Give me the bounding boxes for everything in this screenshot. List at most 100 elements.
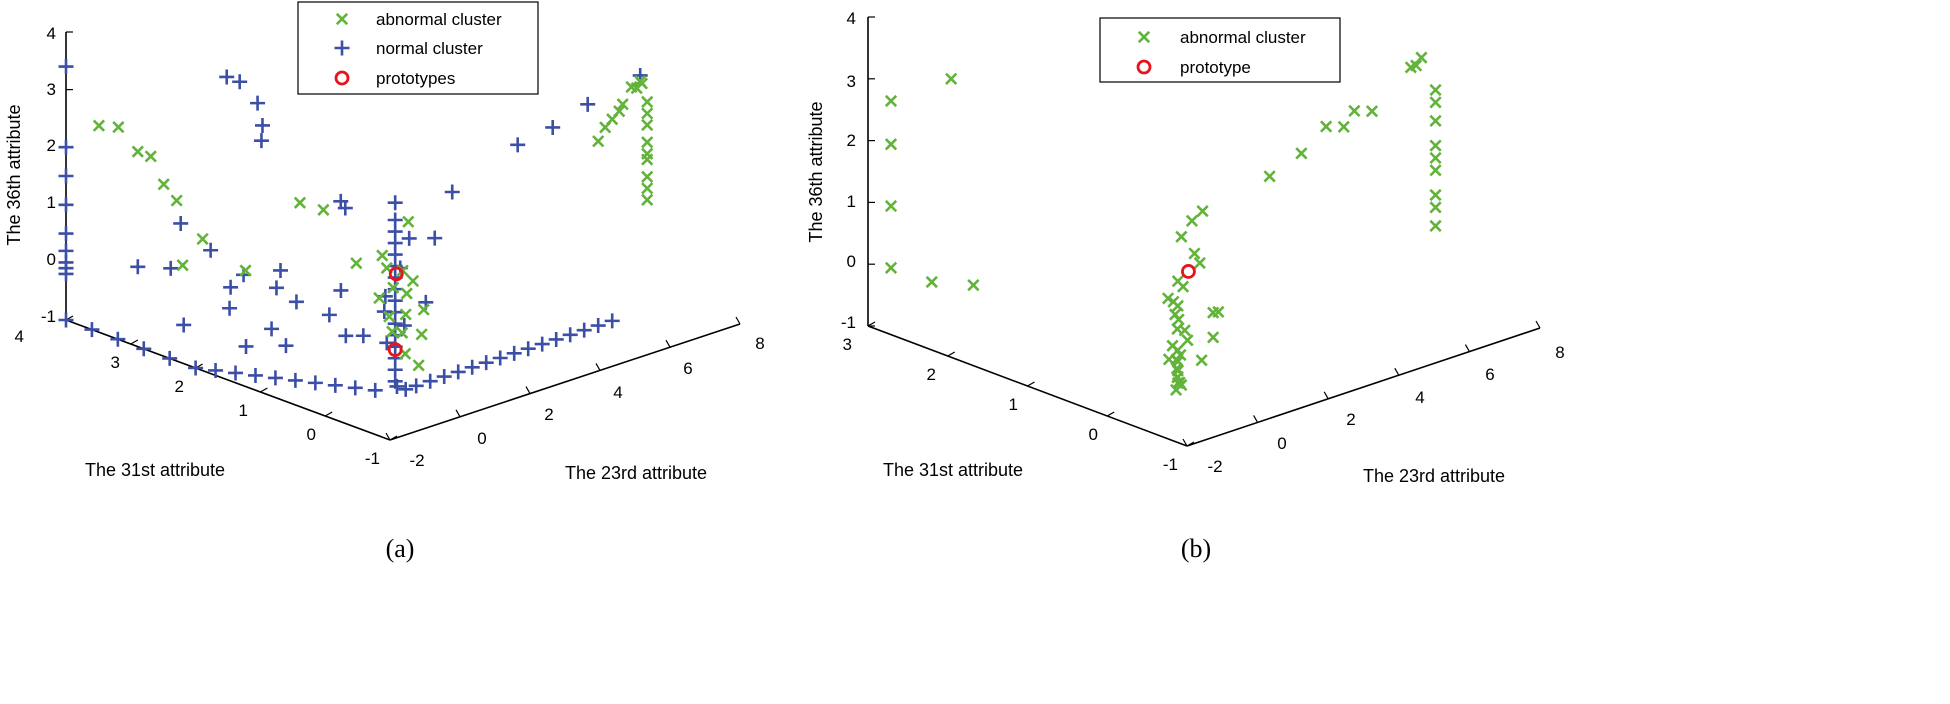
abnormal-point — [1319, 120, 1333, 133]
normal-point — [58, 59, 74, 75]
abnormal-point — [112, 121, 125, 134]
prototype-point — [388, 266, 404, 282]
normal-point — [130, 259, 146, 275]
y-tick — [1106, 411, 1115, 417]
abnormal-point — [884, 94, 898, 108]
normal-point — [389, 378, 405, 394]
abnormal-point — [641, 136, 654, 149]
legend-marker-prototype — [1136, 59, 1152, 75]
legend-marker-normal — [334, 40, 350, 56]
z-axis-title: The 36th attribute — [4, 104, 24, 245]
abnormal-point — [350, 257, 363, 270]
normal-point — [450, 364, 466, 380]
normal-point — [562, 327, 578, 343]
normal-point — [173, 215, 189, 231]
normal-point — [355, 328, 371, 344]
abnormal-point — [406, 274, 420, 288]
x-tick — [1535, 320, 1541, 329]
abnormal-point — [400, 287, 413, 300]
x-tick — [595, 363, 601, 371]
abnormal-point — [641, 107, 654, 120]
z-tick-label: 0 — [847, 252, 856, 271]
normal-point — [398, 381, 414, 397]
abnormal-point — [170, 194, 183, 207]
abnormal-point — [1429, 188, 1442, 202]
abnormal-point — [1263, 170, 1276, 183]
normal-point — [219, 69, 235, 85]
x-tick — [385, 432, 391, 441]
abnormal-point — [1161, 292, 1175, 305]
abnormal-point — [625, 80, 638, 94]
normal-point — [228, 365, 244, 381]
abnormal-point — [592, 135, 605, 148]
normal-point — [534, 336, 550, 352]
x-tick-label: 6 — [683, 359, 692, 378]
z-tick-label: -1 — [41, 307, 56, 326]
y-tick-label: 0 — [1089, 425, 1098, 444]
abnormal-point — [641, 95, 654, 109]
abnormal-point — [1169, 383, 1183, 397]
normal-point — [307, 375, 323, 391]
normal-point — [590, 318, 606, 334]
normal-point — [510, 137, 526, 153]
normal-point — [110, 331, 126, 347]
normal-point — [163, 260, 179, 276]
abnormal-point — [1429, 201, 1442, 214]
abnormal-point — [884, 199, 898, 213]
z-tick-label: 3 — [47, 80, 56, 99]
normal-point — [506, 345, 522, 361]
abnormal-point — [1188, 247, 1201, 260]
normal-point — [327, 377, 343, 393]
y-tick-label: -1 — [365, 449, 380, 468]
abnormal-point — [1168, 308, 1182, 321]
y-tick-label: 2 — [175, 377, 184, 396]
abnormal-point — [1365, 105, 1379, 118]
abnormal-point — [1176, 280, 1190, 293]
z-tick-label: -1 — [841, 313, 856, 332]
x-tick-label: 8 — [755, 334, 764, 353]
x-tick — [525, 386, 531, 394]
y-tick-label: 2 — [927, 365, 936, 384]
legend-marker-prototype — [334, 70, 350, 86]
normal-point — [58, 226, 74, 242]
abnormal-point — [1429, 139, 1442, 152]
legend-marker-abnormal — [335, 12, 349, 26]
normal-point — [203, 242, 219, 258]
x-tick — [455, 409, 461, 418]
abnormal-point — [616, 98, 629, 111]
x-tick-label: 4 — [613, 383, 622, 402]
y-tick — [947, 351, 956, 357]
abnormal-point — [1162, 353, 1176, 366]
normal-point — [247, 367, 263, 383]
abnormal-point — [1337, 120, 1350, 133]
legend-label-prototypes: prototypes — [376, 69, 455, 88]
normal-point — [387, 195, 403, 211]
abnormal-point — [417, 303, 430, 316]
x-tick-label: -2 — [409, 451, 424, 470]
x-tick-label: 2 — [1346, 410, 1355, 429]
normal-point — [401, 230, 417, 246]
abnormal-point — [1207, 331, 1220, 344]
abnormal-point — [387, 281, 400, 294]
legend-label-abnormal: abnormal cluster — [376, 10, 502, 29]
normal-point — [492, 350, 508, 366]
abnormal-point — [925, 275, 938, 289]
y-tick-label: 4 — [15, 327, 24, 346]
x-tick-label: 6 — [1485, 365, 1494, 384]
normal-point — [58, 312, 74, 328]
abnormal-point — [1171, 344, 1184, 357]
y-tick-label: 1 — [1009, 395, 1018, 414]
x-tick — [1323, 391, 1329, 400]
normal-point — [436, 369, 452, 385]
y-tick-label: 3 — [111, 353, 120, 372]
panel-caption: (b) — [1181, 534, 1211, 563]
prototype-point — [387, 342, 403, 358]
legend-label-abnormal: abnormal cluster — [1180, 28, 1306, 47]
x-tick — [1464, 344, 1470, 352]
abnormal-point — [1178, 324, 1191, 337]
abnormal-point — [1429, 164, 1442, 177]
x-tick-label: -2 — [1207, 457, 1222, 476]
normal-point — [267, 370, 283, 386]
z-tick-label: 1 — [47, 193, 56, 212]
abnormal-point — [383, 310, 396, 323]
